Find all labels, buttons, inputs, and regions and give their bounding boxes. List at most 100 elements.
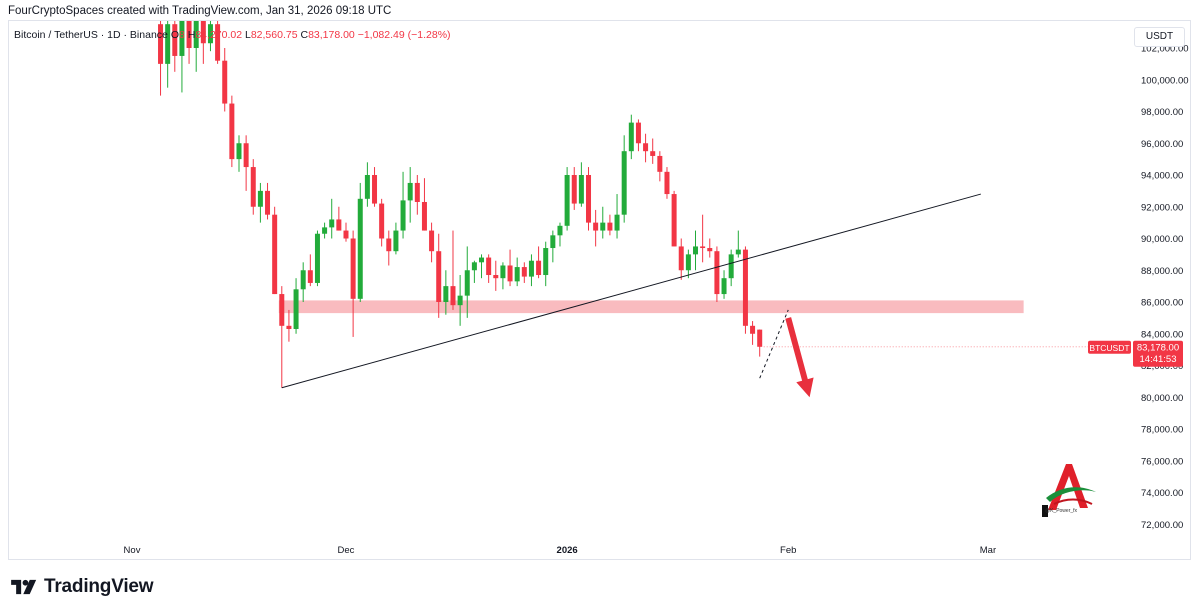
candle-body [685,254,691,271]
candle-body [586,175,592,223]
tradingview-logo-icon [11,579,37,595]
candle-body [593,222,599,231]
candle-body [479,257,485,263]
symbol-tag-background [1088,340,1131,354]
candle-body [193,21,199,48]
bearish-arrow-icon [785,317,814,398]
x-tick-label: 2026 [557,545,578,556]
candle-body [735,249,741,255]
candle-body [279,294,285,326]
legend-close-value: 83,178.00 [308,29,355,41]
candle-body [578,175,584,204]
candle-body [564,175,570,226]
x-tick-label: Dec [338,545,355,556]
candle-body [229,103,235,160]
candle-body [514,267,520,282]
candle-body [607,222,613,231]
candle-body [521,267,527,277]
candle-body [757,329,763,347]
support-zone-layer [278,300,1024,314]
tradingview-logo-text: TradingView [44,576,154,597]
y-tick-label: 98,000.00 [1141,107,1183,118]
y-tick-label: 92,000.00 [1141,202,1183,213]
y-tick-label: 74,000.00 [1141,488,1183,499]
chart-credit: FourCryptoSpaces created with TradingVie… [8,5,392,17]
candle-body [350,238,356,299]
candle-body [307,270,313,283]
legend-close-label: C [300,29,309,41]
author-watermark-logo-icon [1042,464,1096,517]
candle-body [265,190,271,215]
candle-body [407,182,413,201]
author-watermark-text: @K_Power_fx [1045,508,1078,514]
candle-body [528,260,534,277]
candle-body [436,251,442,302]
candle-body [664,171,670,195]
candle-body [400,200,406,231]
candle-body [657,155,663,172]
candle-body [678,246,684,271]
ascending-trendline [281,193,981,389]
candle-body [621,151,627,215]
y-tick-label: 84,000.00 [1141,329,1183,340]
symbol-legend[interactable]: Bitcoin / TetherUS · 1D · Binance O8 H84… [14,29,451,41]
candle-body [457,295,463,306]
symbol-tag-label: BTCUSDT [1089,343,1129,353]
candle-body [714,251,720,295]
y-tick-label: 94,000.00 [1141,171,1183,182]
candle-body [186,21,192,48]
annotation-layer [281,193,981,398]
candle-body [379,203,385,239]
y-tick-label: 100,000.00 [1141,75,1189,86]
candle-body [543,248,549,276]
y-tick-label: 76,000.00 [1141,456,1183,467]
x-tick-label: Nov [124,545,141,556]
candle-body [343,230,349,239]
candle-body [158,24,164,64]
candle-body [742,249,748,326]
candle-body [486,257,492,276]
candle-body [750,325,756,334]
candle-body [357,198,363,299]
candle-body [500,265,506,279]
candle-body [286,325,292,329]
candle-body [215,24,221,61]
candle-body [314,233,320,283]
candle-body [372,175,378,204]
candle-body [243,143,249,168]
y-tick-label: 102,000.00 [1141,44,1189,55]
candle-body [614,214,620,231]
x-tick-label: Feb [780,545,796,556]
candle-body [179,21,185,56]
candle-body [272,214,278,295]
candle-body [207,24,213,44]
candle-body [450,286,456,306]
legend-open-label: O [170,29,179,41]
legend-low-label: L [244,29,251,41]
currency-unit-button[interactable]: USDT [1134,27,1185,47]
candle-body [329,219,335,228]
candle-body [507,265,513,282]
candle-countdown-label: 14:41:53 [1140,354,1177,365]
legend-symbol: Bitcoin / TetherUS · 1D · Binance [14,29,168,41]
candle-body [571,175,577,204]
candle-body [628,122,634,152]
y-tick-label: 90,000.00 [1141,234,1183,245]
candle-body [200,21,206,44]
candle-body [165,24,171,64]
candle-body [600,222,606,231]
tradingview-logo[interactable]: TradingView [10,576,154,598]
candle-body [650,151,656,156]
candle-body [172,24,178,56]
candle-body [471,262,477,271]
y-tick-label: 96,000.00 [1141,139,1183,150]
y-tick-label: 80,000.00 [1141,393,1183,404]
candle-body [721,278,727,295]
candle-body [443,286,449,302]
candle-body [728,254,734,279]
projection-dashed-line [759,309,789,379]
x-tick-label: Mar [980,545,996,556]
candle-body [536,260,542,276]
